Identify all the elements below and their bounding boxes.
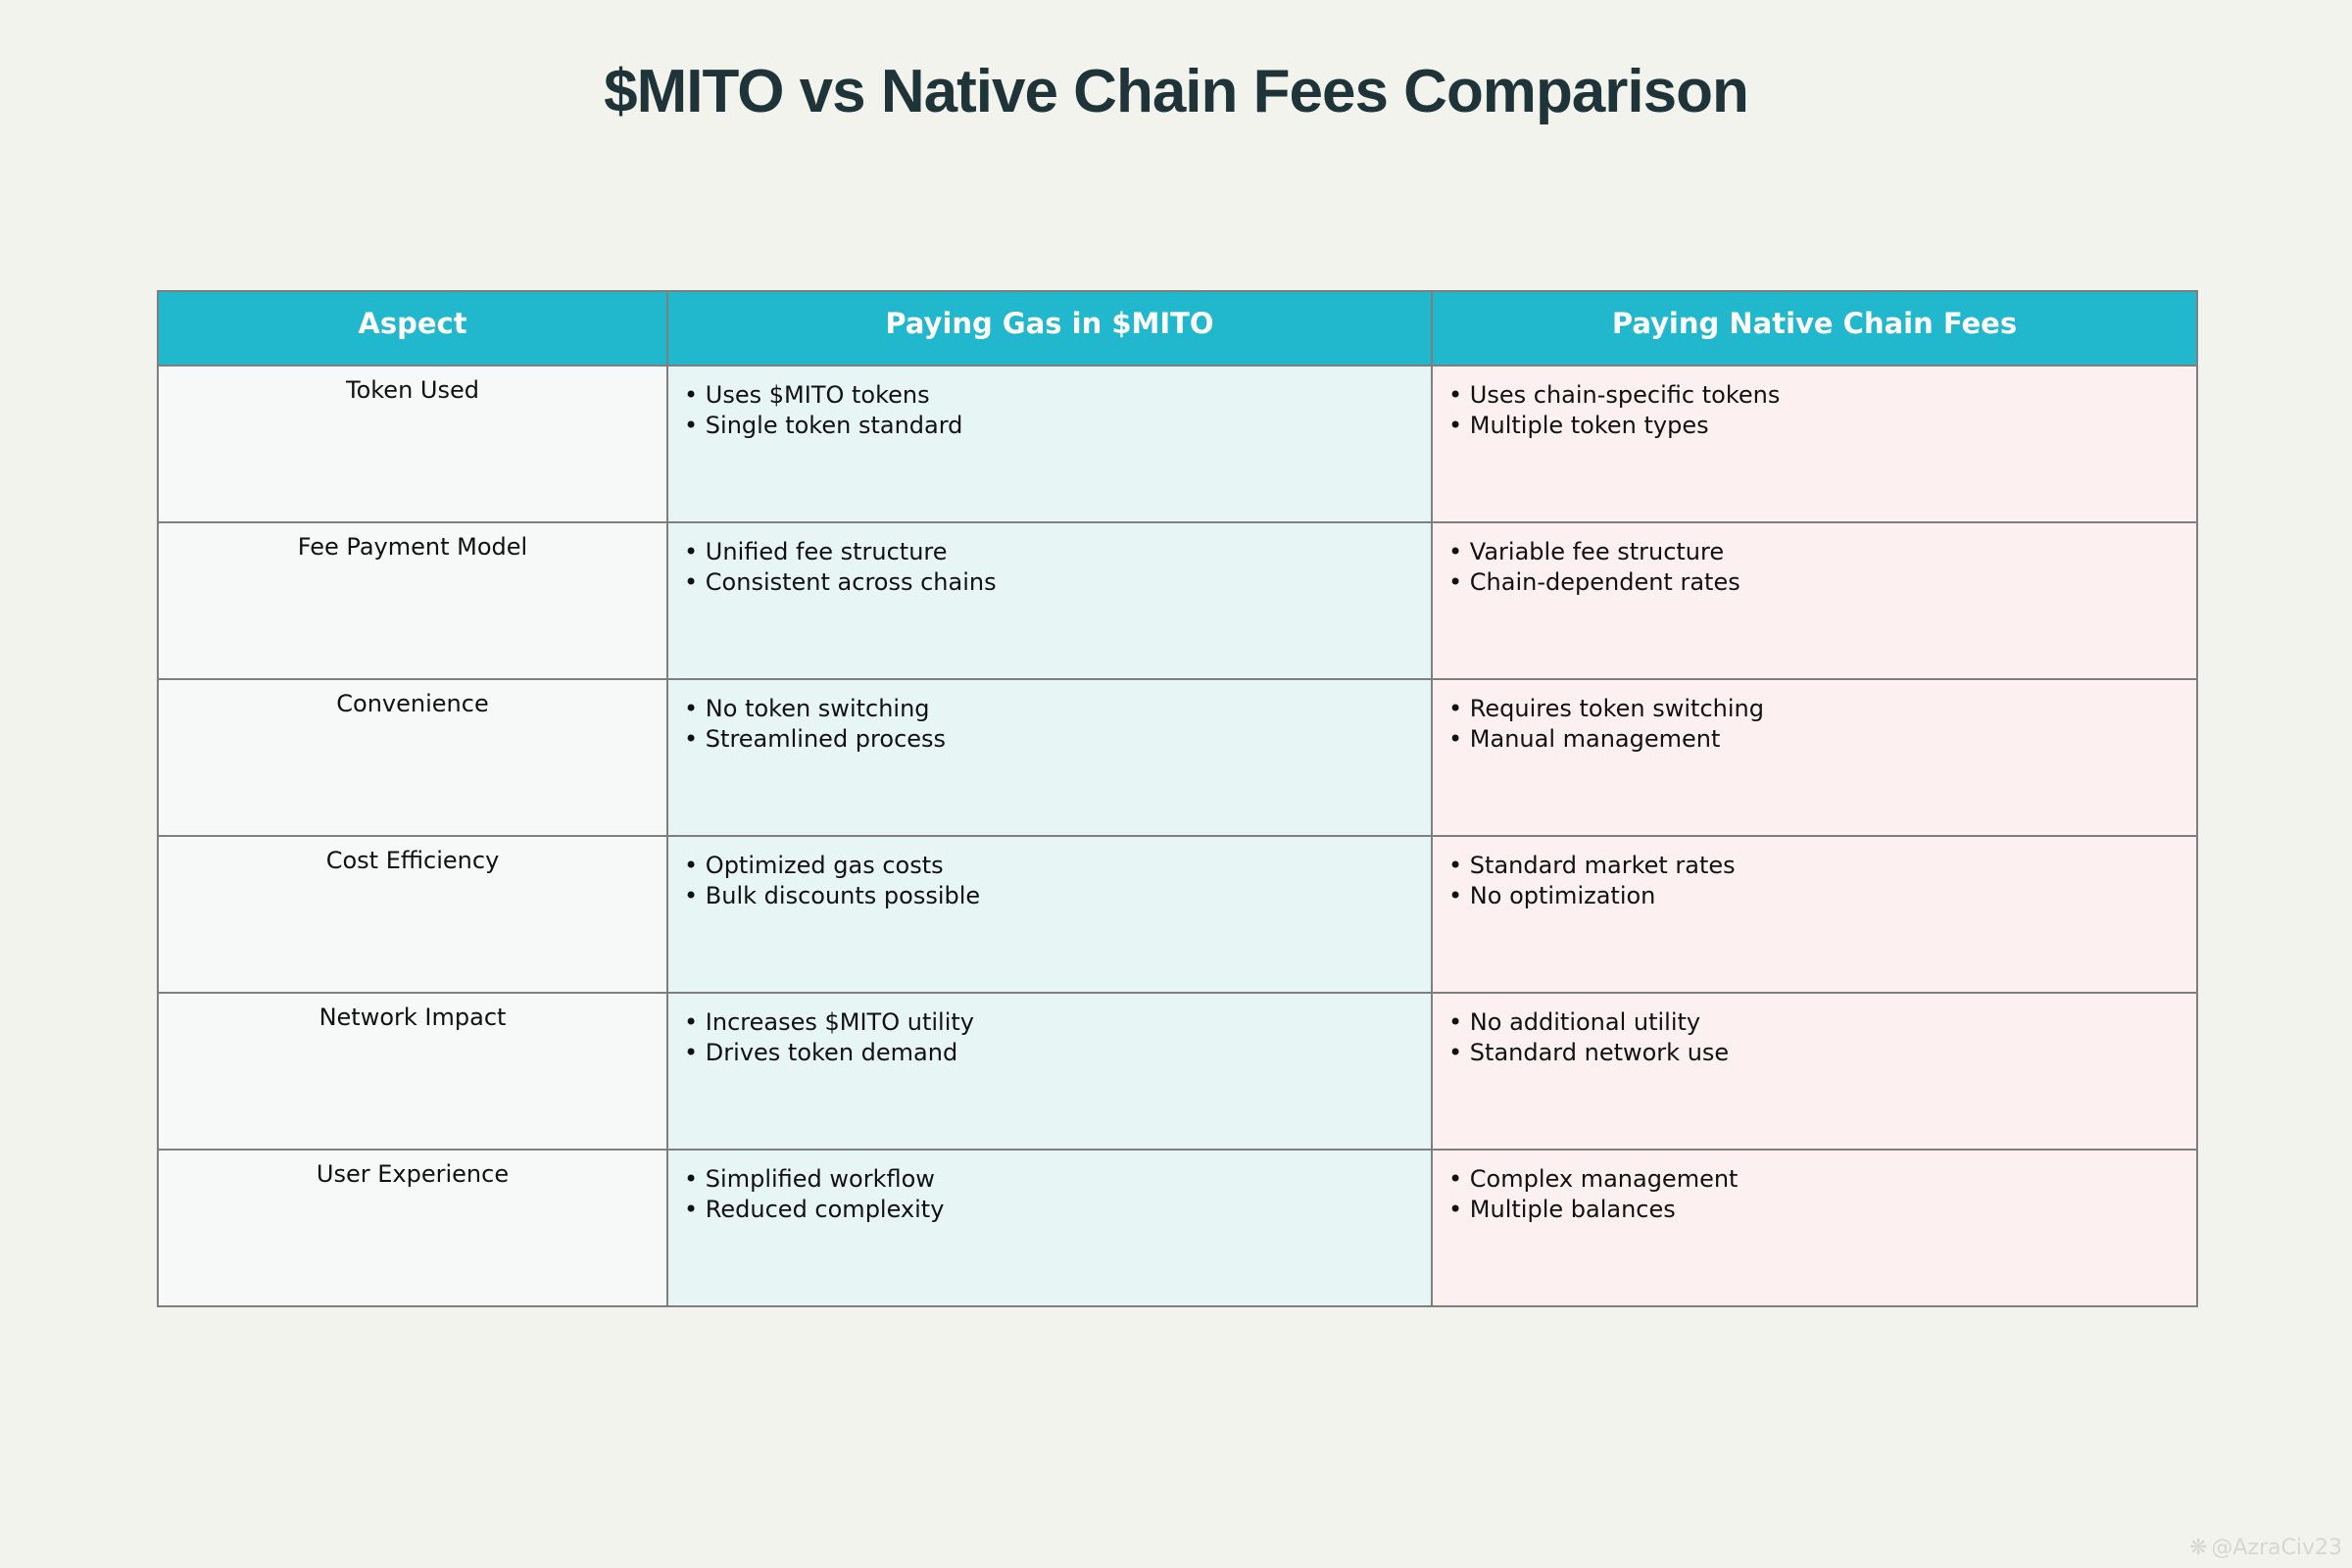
- column-header-aspect: Aspect: [157, 290, 668, 367]
- table-row: Cost Efficiency Optimized gas costs Bulk…: [157, 835, 2198, 994]
- watermark: ❋ @AzraCiv23: [2189, 1536, 2342, 1560]
- native-cell: Variable fee structure Chain-dependent r…: [1431, 521, 2198, 680]
- mito-bullet: Unified fee structure: [684, 537, 1431, 567]
- mito-cell: Uses $MITO tokens Single token standard: [666, 365, 1433, 523]
- native-bullet: Chain-dependent rates: [1448, 567, 2196, 598]
- native-bullet: Manual management: [1448, 724, 2196, 755]
- mito-bullet: Increases $MITO utility: [684, 1007, 1431, 1038]
- chart-title: $MITO vs Native Chain Fees Comparison: [604, 58, 1749, 125]
- table-row: User Experience Simplified workflow Redu…: [157, 1149, 2198, 1307]
- aspect-cell: Network Impact: [157, 992, 668, 1151]
- mito-bullet: Streamlined process: [684, 724, 1431, 755]
- native-cell: No additional utility Standard network u…: [1431, 992, 2198, 1151]
- native-cell: Complex management Multiple balances: [1431, 1149, 2198, 1307]
- mito-bullet: Reduced complexity: [684, 1195, 1431, 1225]
- column-header-mito: Paying Gas in $MITO: [666, 290, 1433, 367]
- mito-bullet: Consistent across chains: [684, 567, 1431, 598]
- native-bullet: No optimization: [1448, 881, 2196, 911]
- mito-bullet: Optimized gas costs: [684, 851, 1431, 881]
- native-bullet: Requires token switching: [1448, 694, 2196, 724]
- aspect-cell: User Experience: [157, 1149, 668, 1307]
- native-bullet: No additional utility: [1448, 1007, 2196, 1038]
- native-bullet: Uses chain-specific tokens: [1448, 380, 2196, 411]
- native-bullet: Standard network use: [1448, 1038, 2196, 1068]
- native-bullet: Complex management: [1448, 1164, 2196, 1195]
- mito-bullet: No token switching: [684, 694, 1431, 724]
- aspect-cell: Fee Payment Model: [157, 521, 668, 680]
- table-row: Fee Payment Model Unified fee structure …: [157, 521, 2198, 680]
- watermark-text: @AzraCiv23: [2211, 1536, 2342, 1560]
- mito-bullet: Bulk discounts possible: [684, 881, 1431, 911]
- native-cell: Uses chain-specific tokens Multiple toke…: [1431, 365, 2198, 523]
- mito-cell: Increases $MITO utility Drives token dem…: [666, 992, 1433, 1151]
- native-bullet: Variable fee structure: [1448, 537, 2196, 567]
- native-bullet: Standard market rates: [1448, 851, 2196, 881]
- mito-cell: Optimized gas costs Bulk discounts possi…: [666, 835, 1433, 994]
- mito-bullet: Drives token demand: [684, 1038, 1431, 1068]
- native-cell: Standard market rates No optimization: [1431, 835, 2198, 994]
- table-row: Convenience No token switching Streamlin…: [157, 678, 2198, 837]
- mito-cell: Unified fee structure Consistent across …: [666, 521, 1433, 680]
- mito-cell: No token switching Streamlined process: [666, 678, 1433, 837]
- table-header-row: Aspect Paying Gas in $MITO Paying Native…: [157, 290, 2198, 367]
- aspect-cell: Cost Efficiency: [157, 835, 668, 994]
- mito-cell: Simplified workflow Reduced complexity: [666, 1149, 1433, 1307]
- mito-bullet: Single token standard: [684, 411, 1431, 441]
- table-row: Network Impact Increases $MITO utility D…: [157, 992, 2198, 1151]
- table-row: Token Used Uses $MITO tokens Single toke…: [157, 365, 2198, 523]
- mito-bullet: Simplified workflow: [684, 1164, 1431, 1195]
- comparison-table: Aspect Paying Gas in $MITO Paying Native…: [157, 290, 2198, 1307]
- mito-bullet: Uses $MITO tokens: [684, 380, 1431, 411]
- native-bullet: Multiple token types: [1448, 411, 2196, 441]
- column-header-native: Paying Native Chain Fees: [1431, 290, 2198, 367]
- aspect-cell: Token Used: [157, 365, 668, 523]
- native-bullet: Multiple balances: [1448, 1195, 2196, 1225]
- aspect-cell: Convenience: [157, 678, 668, 837]
- logo-icon: ❋: [2188, 1536, 2208, 1560]
- native-cell: Requires token switching Manual manageme…: [1431, 678, 2198, 837]
